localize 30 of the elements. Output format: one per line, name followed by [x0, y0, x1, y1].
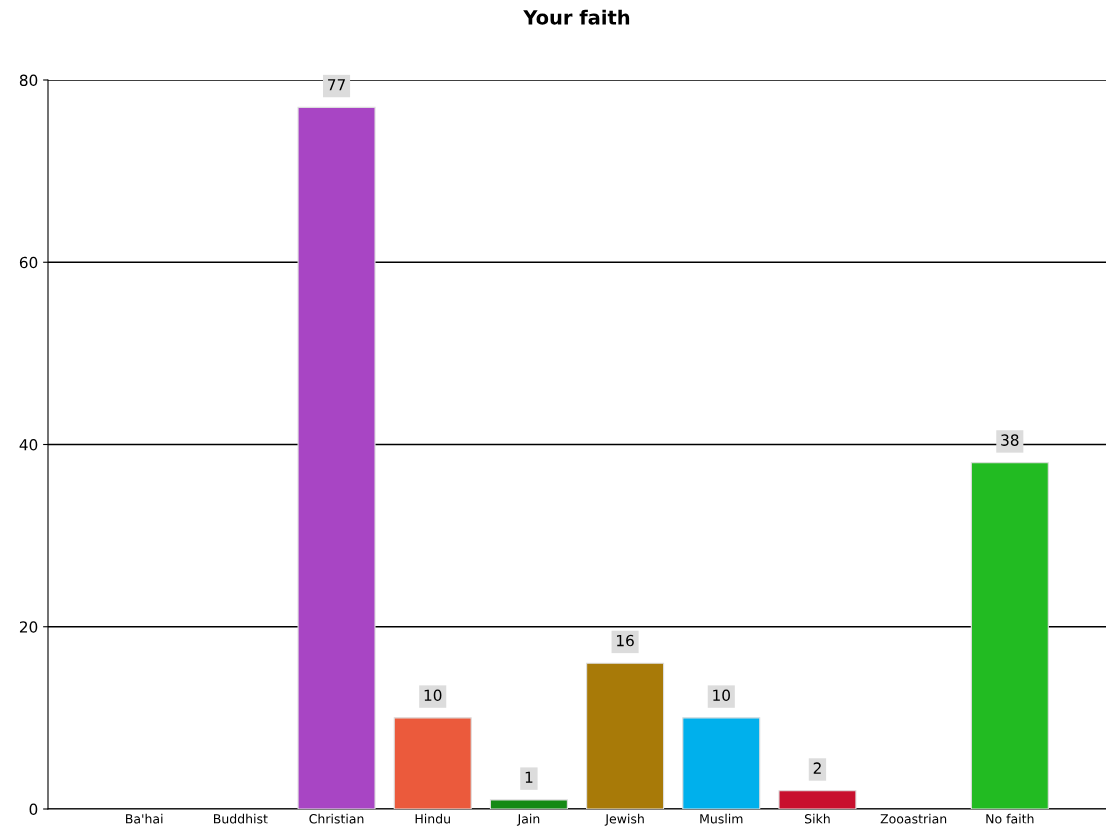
- bar: [297, 106, 376, 809]
- x-tick-label: Sikh: [804, 813, 830, 824]
- bar: [682, 717, 761, 809]
- x-tick-label: Buddhist: [214, 813, 268, 824]
- y-tick-label: 40: [19, 438, 38, 451]
- x-tick-label: Muslim: [700, 813, 743, 824]
- y-tick-label: 20: [19, 621, 38, 633]
- data-label: 10: [424, 689, 442, 702]
- y-tick-label: 60: [19, 256, 38, 269]
- x-tick-label: Zooastrian: [880, 813, 947, 824]
- x-tick-label: Jain: [516, 813, 540, 826]
- data-label: 1: [525, 771, 533, 783]
- data-label: 2: [813, 762, 821, 774]
- chart-title: Your faith: [523, 9, 630, 25]
- x-tick-label: Jewish: [604, 813, 644, 826]
- y-tick-label: 0: [29, 803, 38, 816]
- data-label: 10: [713, 689, 730, 702]
- y-tick-label: 80: [19, 74, 38, 87]
- x-tick-label: Ba'hai: [126, 813, 163, 824]
- data-label: 38: [1001, 434, 1019, 446]
- x-tick-label: Christian: [309, 813, 364, 824]
- bar: [393, 717, 472, 809]
- x-tick-label: Hindu: [415, 813, 450, 824]
- data-label: 77: [328, 79, 345, 91]
- x-tick-label: No faith: [986, 813, 1034, 824]
- bar: [970, 462, 1049, 809]
- bar: [778, 790, 857, 809]
- bar: [489, 799, 568, 809]
- bar: [586, 662, 665, 809]
- data-label: 16: [617, 634, 634, 647]
